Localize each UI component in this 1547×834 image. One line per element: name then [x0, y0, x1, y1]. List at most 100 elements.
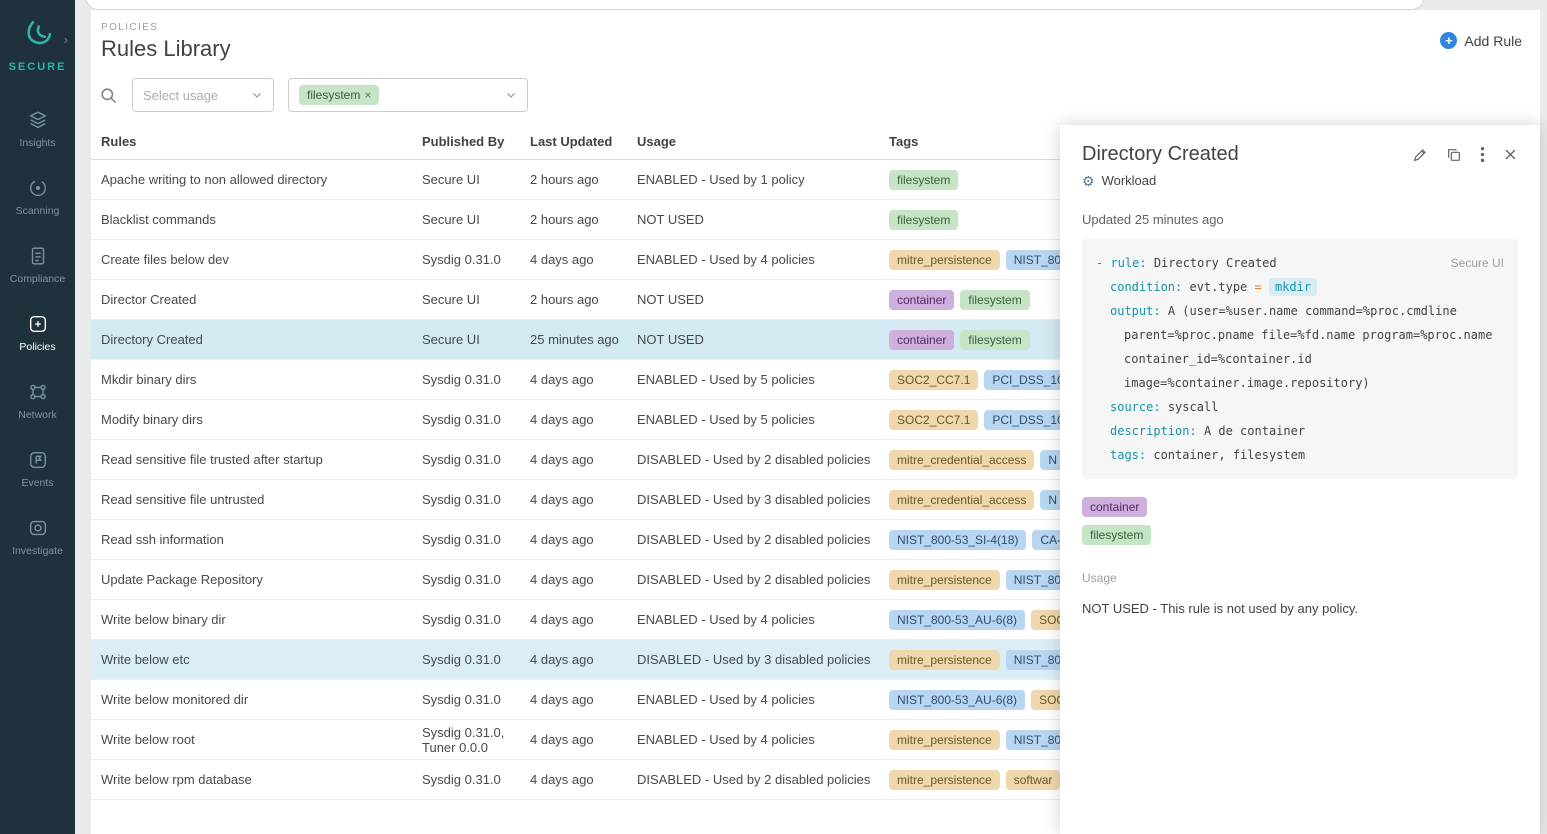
table-row[interactable]: Blacklist commands Secure UI 2 hours ago…: [91, 200, 1540, 240]
rule-name: Modify binary dirs: [101, 412, 203, 427]
table-row[interactable]: Modify binary dirs Sysdig 0.31.0 4 days …: [91, 400, 1540, 440]
rule-name: Director Created: [101, 292, 197, 307]
tag-chip: mitre_credential_access: [889, 449, 1035, 470]
brand-label: SECURE: [8, 61, 67, 73]
rule-tags: filesystem: [889, 209, 1540, 230]
rule-usage: DISABLED - Used by 3 disabled policies: [637, 652, 871, 667]
insights-icon: [28, 111, 47, 129]
rule-published-by: Sysdig 0.31.0, Tuner 0.0.0: [422, 724, 505, 755]
rule-published-by: Secure UI: [422, 292, 480, 307]
tag-chip: mitre_persistence: [889, 649, 1000, 670]
tag-chip: N: [1040, 449, 1066, 470]
duplicate-rule-button[interactable]: [1446, 147, 1462, 163]
rule-last-updated: 4 days ago: [530, 652, 594, 667]
sidebar-item-network[interactable]: Network: [0, 367, 75, 435]
panel-actions: [1412, 143, 1518, 163]
code-condition-line: condition: evt.type = mkdir: [1110, 275, 1504, 299]
rule-last-updated: 2 hours ago: [530, 212, 599, 227]
panel-tags: container filesystem: [1082, 497, 1518, 545]
tag-chip: NIST_800: [1005, 569, 1076, 590]
search-icon: [101, 87, 117, 103]
sidebar-expand-chevron-icon[interactable]: ›: [63, 32, 68, 47]
search-button[interactable]: [99, 86, 118, 105]
add-rule-label: Add Rule: [1464, 32, 1522, 49]
code-source-line: source: syscall: [1110, 395, 1504, 419]
close-panel-button[interactable]: [1503, 147, 1518, 162]
rule-usage: DISABLED - Used by 2 disabled policies: [637, 572, 871, 587]
rule-last-updated: 4 days ago: [530, 572, 594, 587]
rule-published-by: Sysdig 0.31.0: [422, 452, 501, 467]
rule-last-updated: 4 days ago: [530, 612, 594, 627]
remove-tag-filter-icon[interactable]: ×: [364, 88, 372, 102]
tag-chip: mitre_persistence: [889, 569, 1000, 590]
sidebar-item-policies[interactable]: Policies: [0, 299, 75, 367]
code-condition-lhs: evt.type: [1189, 280, 1248, 294]
code-published-by: Secure UI: [1450, 256, 1504, 270]
rule-tags: mitre_persistence softwar: [889, 769, 1540, 790]
column-published-by: Published By: [422, 134, 505, 149]
sidebar-item-label: Investigate: [12, 545, 63, 557]
scanning-icon: [29, 179, 46, 197]
copy-icon: [1448, 148, 1460, 161]
sidebar-item-compliance[interactable]: Compliance: [0, 231, 75, 299]
rule-code-block: Secure UI - rule: Directory Created cond…: [1082, 239, 1518, 479]
tag-chip: SOC2_CC7.1: [889, 369, 979, 390]
rule-name: Blacklist commands: [101, 212, 216, 227]
rule-tags: mitre_credential_access N: [889, 449, 1540, 470]
rule-published-by: Sysdig 0.31.0: [422, 532, 501, 547]
rule-name: Write below rpm database: [101, 772, 252, 787]
panel-updated: Updated 25 minutes ago: [1082, 212, 1224, 227]
table-row[interactable]: Director Created Secure UI 2 hours ago N…: [91, 280, 1540, 320]
table-row[interactable]: Mkdir binary dirs Sysdig 0.31.0 4 days a…: [91, 360, 1540, 400]
sysdig-logo: [26, 20, 51, 45]
sidebar-item-label: Compliance: [9, 273, 66, 285]
code-output-line: output: A (user=%user.name command=%proc…: [1110, 299, 1504, 395]
sidebar-item-investigate[interactable]: Investigate: [0, 503, 75, 571]
table-row[interactable]: Write below rpm database Sysdig 0.31.0 4…: [91, 760, 1540, 800]
workload-gear-icon: ⚙: [1082, 172, 1095, 189]
code-condition-key: condition:: [1110, 280, 1183, 294]
table-row[interactable]: Read sensitive file untrusted Sysdig 0.3…: [91, 480, 1540, 520]
tag-chip: NIST_800-53_AU-6(8): [889, 689, 1026, 710]
rule-last-updated: 4 days ago: [530, 412, 594, 427]
rule-last-updated: 4 days ago: [530, 692, 594, 707]
rule-tags: NIST_800-53_SI-4(18) CA-: [889, 529, 1540, 550]
more-actions-button[interactable]: [1480, 146, 1485, 163]
table-body: Apache writing to non allowed directory …: [91, 160, 1540, 800]
rule-last-updated: 4 days ago: [530, 252, 594, 267]
rule-detail-panel: Directory Created: [1060, 125, 1540, 834]
top-search-bar[interactable]: [85, 0, 1425, 10]
table-row[interactable]: Create files below dev Sysdig 0.31.0 4 d…: [91, 240, 1540, 280]
breadcrumb: POLICIES: [101, 22, 159, 33]
table-row[interactable]: Write below root Sysdig 0.31.0, Tuner 0.…: [91, 720, 1540, 760]
tag-chip: NIST_800: [1005, 649, 1076, 670]
table-row[interactable]: Apache writing to non allowed directory …: [91, 160, 1540, 200]
rule-last-updated: 2 hours ago: [530, 172, 599, 187]
sidebar-item-events[interactable]: Events: [0, 435, 75, 503]
tag-chip: filesystem: [960, 289, 1030, 310]
table-row[interactable]: Read ssh information Sysdig 0.31.0 4 day…: [91, 520, 1540, 560]
mkdir-value-chip: mkdir: [1268, 278, 1318, 296]
table-row[interactable]: Write below monitored dir Sysdig 0.31.0 …: [91, 680, 1540, 720]
rule-name: Directory Created: [101, 332, 203, 347]
rule-usage: ENABLED - Used by 4 policies: [637, 692, 815, 707]
code-description-key: description:: [1110, 424, 1197, 438]
rule-name: Read sensitive file trusted after startu…: [101, 452, 323, 467]
code-tags-line: tags: container, filesystem: [1110, 443, 1504, 467]
filter-bar: Select usage filesystem ×: [91, 62, 1540, 124]
edit-rule-button[interactable]: [1412, 147, 1428, 163]
rule-name: Update Package Repository: [101, 572, 263, 587]
tags-filter-select[interactable]: filesystem ×: [288, 78, 528, 112]
rule-published-by: Sysdig 0.31.0: [422, 612, 501, 627]
sidebar-item-insights[interactable]: Insights: [0, 95, 75, 163]
add-rule-button[interactable]: + Add Rule: [1440, 32, 1522, 49]
tags-filter-chip[interactable]: filesystem ×: [299, 85, 380, 105]
rule-last-updated: 4 days ago: [530, 492, 594, 507]
code-condition-operator: =: [1254, 280, 1262, 294]
rule-tags: NIST_800-53_AU-6(8) SOC: [889, 689, 1540, 710]
sidebar-item-scanning[interactable]: Scanning: [0, 163, 75, 231]
table-row[interactable]: Read sensitive file trusted after startu…: [91, 440, 1540, 480]
table-row[interactable]: Update Package Repository Sysdig 0.31.0 …: [91, 560, 1540, 600]
usage-filter-select[interactable]: Select usage: [132, 78, 274, 112]
network-icon: [29, 384, 46, 400]
